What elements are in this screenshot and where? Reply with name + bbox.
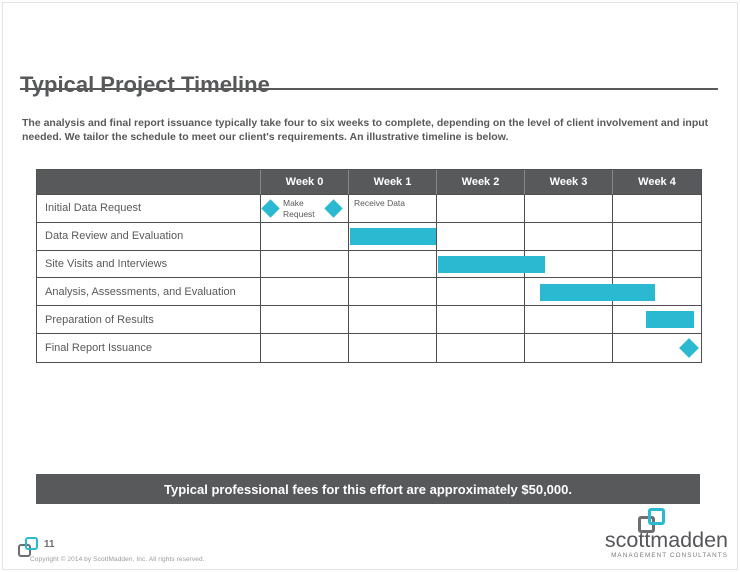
gantt-cell — [349, 195, 437, 223]
gantt-cell — [349, 250, 437, 279]
logo-square-teal-icon — [25, 537, 38, 550]
gantt-header-week2: Week 2 — [437, 170, 525, 195]
logo-square-teal-icon — [648, 508, 665, 525]
page-title: Typical Project Timeline — [20, 71, 270, 97]
scottmadden-mark-icon — [638, 508, 666, 534]
logo-square-gray-icon — [18, 544, 31, 557]
gantt-cell — [613, 223, 701, 251]
gantt-header-week0: Week 0 — [261, 170, 349, 195]
milestone-label-make-request: Make Request — [283, 198, 315, 219]
gantt-cell — [613, 278, 701, 307]
title-underline — [20, 88, 718, 90]
gantt-cell — [613, 251, 701, 279]
gantt-header-blank — [37, 170, 261, 195]
gantt-bar-site-visits — [438, 256, 545, 273]
gantt-header-week4: Week 4 — [613, 170, 701, 195]
fees-banner: Typical professional fees for this effor… — [36, 474, 700, 504]
gantt-table: Week 0 Week 1 Week 2 Week 3 Week 4 Initi… — [36, 169, 702, 363]
gantt-cell — [525, 333, 613, 362]
gantt-cell — [349, 333, 437, 362]
gantt-cell — [349, 278, 437, 307]
gantt-cell — [349, 306, 437, 334]
gantt-cell — [437, 278, 525, 307]
gantt-cell — [261, 195, 349, 223]
gantt-row-label: Site Visits and Interviews — [37, 250, 261, 279]
gantt-cell — [525, 195, 613, 223]
copyright-text: Copyright © 2014 by ScottMadden, Inc. Al… — [30, 556, 205, 563]
gantt-row-label: Preparation of Results — [37, 306, 261, 334]
gantt-header-week3: Week 3 — [525, 170, 613, 195]
logo-wordmark: scottmadden — [604, 528, 728, 552]
gantt-cell — [613, 195, 701, 223]
milestone-label-receive-data: Receive Data — [354, 198, 406, 208]
gantt-cell — [261, 278, 349, 307]
gantt-bar-data-review — [350, 228, 436, 245]
gantt-bar-analysis — [540, 284, 655, 301]
scottmadden-logo: scottmadden MANAGEMENT CONSULTANTS — [605, 508, 728, 559]
gantt-header-week1: Week 1 — [349, 170, 437, 195]
gantt-row-label: Final Report Issuance — [37, 333, 261, 362]
gantt-cell — [261, 333, 349, 362]
gantt-row-label: Data Review and Evaluation — [37, 222, 261, 251]
gantt-cell — [437, 222, 525, 251]
gantt-row-label: Analysis, Assessments, and Evaluation — [37, 278, 261, 307]
gantt-cell — [437, 306, 525, 334]
gantt-bar-preparation — [646, 311, 694, 328]
gantt-cell — [261, 306, 349, 334]
logo-tagline: MANAGEMENT CONSULTANTS — [611, 552, 728, 559]
gantt-cell — [261, 250, 349, 279]
gantt-cell — [525, 306, 613, 334]
gantt-cell — [525, 222, 613, 251]
gantt-cell — [349, 222, 437, 251]
gantt-cell — [525, 250, 613, 279]
gantt-row-label: Initial Data Request — [37, 195, 261, 223]
gantt-cell — [437, 195, 525, 223]
gantt-cell — [261, 222, 349, 251]
page-number: 11 — [44, 539, 55, 550]
scottmadden-mark-icon — [18, 537, 46, 563]
gantt-cell — [613, 306, 701, 334]
gantt-cell — [437, 333, 525, 362]
intro-paragraph: The analysis and final report issuance t… — [22, 116, 709, 143]
